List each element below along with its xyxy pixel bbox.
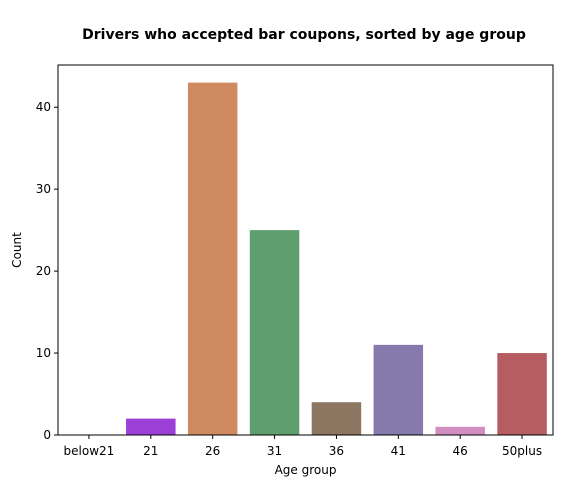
x-tick-label: 31	[267, 444, 282, 458]
y-tick-label: 20	[36, 264, 51, 278]
x-tick-label: 50plus	[502, 444, 542, 458]
x-tick-label: below21	[64, 444, 115, 458]
bars-group	[126, 82, 547, 435]
x-tick-label: 46	[453, 444, 468, 458]
y-tick-label: 0	[43, 428, 51, 442]
bar-50plus	[497, 353, 547, 435]
y-axis: 0 10 20 30 40	[36, 100, 58, 442]
y-tick-label: 30	[36, 182, 51, 196]
x-axis: below21 21 26 31 36 41 46 50plus	[64, 435, 542, 458]
y-axis-label: Count	[10, 232, 24, 268]
x-tick-label: 26	[205, 444, 220, 458]
x-axis-label: Age group	[275, 463, 337, 477]
bar-46	[435, 426, 485, 435]
y-tick-label: 10	[36, 346, 51, 360]
bar-31	[249, 230, 300, 435]
bar-21	[126, 418, 176, 435]
plot-frame	[57, 64, 554, 436]
bar-36	[311, 402, 362, 435]
bar-41	[373, 344, 424, 435]
chart-title: Drivers who accepted bar coupons, sorted…	[82, 27, 526, 43]
x-tick-label: 36	[329, 444, 344, 458]
x-tick-label: 21	[143, 444, 158, 458]
x-tick-label: 41	[391, 444, 406, 458]
bar-26	[187, 82, 238, 435]
y-tick-label: 40	[36, 100, 51, 114]
